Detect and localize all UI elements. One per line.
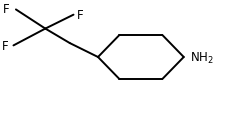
- Text: NH$_2$: NH$_2$: [190, 50, 214, 65]
- Text: F: F: [77, 9, 84, 21]
- Text: F: F: [2, 40, 9, 53]
- Text: F: F: [3, 3, 9, 16]
